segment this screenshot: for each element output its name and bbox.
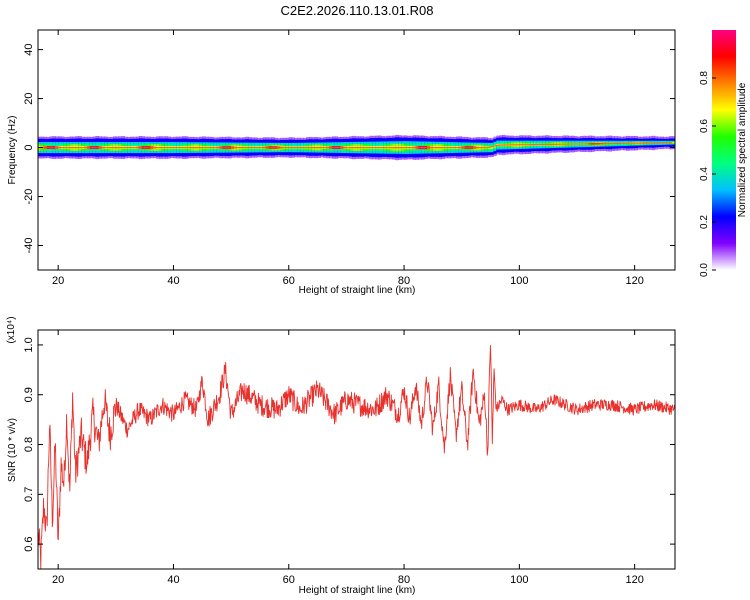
spectrogram-plot-area [38,134,675,161]
y-tick-label: 1.0 [23,337,35,352]
spectrogram-y-label: Frequency (Hz) [7,116,18,185]
snr-scale-label: (x10⁴) [6,316,17,343]
x-tick-label: 20 [52,275,64,287]
x-tick-label: 60 [283,275,295,287]
snr-x-axis: 20 40 60 80 100 120 [52,330,644,586]
spectrogram-x-axis: 20 40 60 80 100 120 [52,30,644,287]
x-tick-label: 80 [398,574,410,586]
snr-y-label: SNR (10 * v/v) [7,418,18,482]
spectrogram-cell [490,146,494,149]
spectrogram-panel: 20 40 60 80 100 120 40 20 0 -20 -40 Height of str… [7,29,676,296]
y-tick-label: -40 [23,238,35,254]
snr-series-line [38,345,675,569]
y-tick-label: 0.8 [23,437,35,452]
snr-y-axis: 0.6 0.7 0.8 0.9 1.0 [23,337,675,552]
snr-plot-area [38,345,675,569]
colorbar-tick-label: 0.8 [699,71,710,85]
x-tick-label: 120 [625,275,643,287]
x-tick-label: 40 [167,574,179,586]
spectrogram-ridge [38,142,673,149]
figure-title: C2E2.2026.110.13.01.R08 [281,3,434,18]
colorbar-tick-label: 0.0 [699,263,710,277]
y-tick-label: 0.6 [23,536,35,551]
y-tick-label: 20 [23,92,35,104]
colorbar-label: Normalized spectral amplitude [737,82,748,217]
x-tick-label: 20 [52,574,64,586]
y-tick-label: 40 [23,43,35,55]
y-tick-label: 0.7 [23,487,35,502]
spectrogram-cell [672,142,675,144]
snr-x-label: Height of straight line (km) [299,585,416,596]
spectrogram-frame [37,29,676,271]
x-tick-label: 80 [398,275,410,287]
y-tick-label: -20 [23,189,35,205]
x-tick-label: 100 [510,574,528,586]
x-tick-label: 120 [625,574,643,586]
x-tick-label: 40 [167,275,179,287]
colorbar: 0.0 0.2 0.4 0.6 0.8 Normalized spectral ampl… [699,30,748,277]
y-tick-label: 0 [23,144,35,150]
colorbar-ticks: 0.0 0.2 0.4 0.6 0.8 [699,71,716,277]
colorbar-gradient [712,30,736,270]
snr-frame [37,329,676,570]
y-tick-label: 0.9 [23,387,35,402]
spectrogram-y-axis: 40 20 0 -20 -40 [23,43,675,253]
x-tick-label: 100 [510,275,528,287]
spectrogram-x-label: Height of straight line (km) [299,285,416,296]
colorbar-tick-label: 0.6 [699,119,710,133]
colorbar-tick-label: 0.2 [699,215,710,229]
snr-panel: 20 40 60 80 100 120 0.6 0.7 0.8 0.9 1.0 (x10⁴) He… [6,316,676,596]
colorbar-tick-label: 0.4 [699,167,710,181]
x-tick-label: 60 [283,574,295,586]
